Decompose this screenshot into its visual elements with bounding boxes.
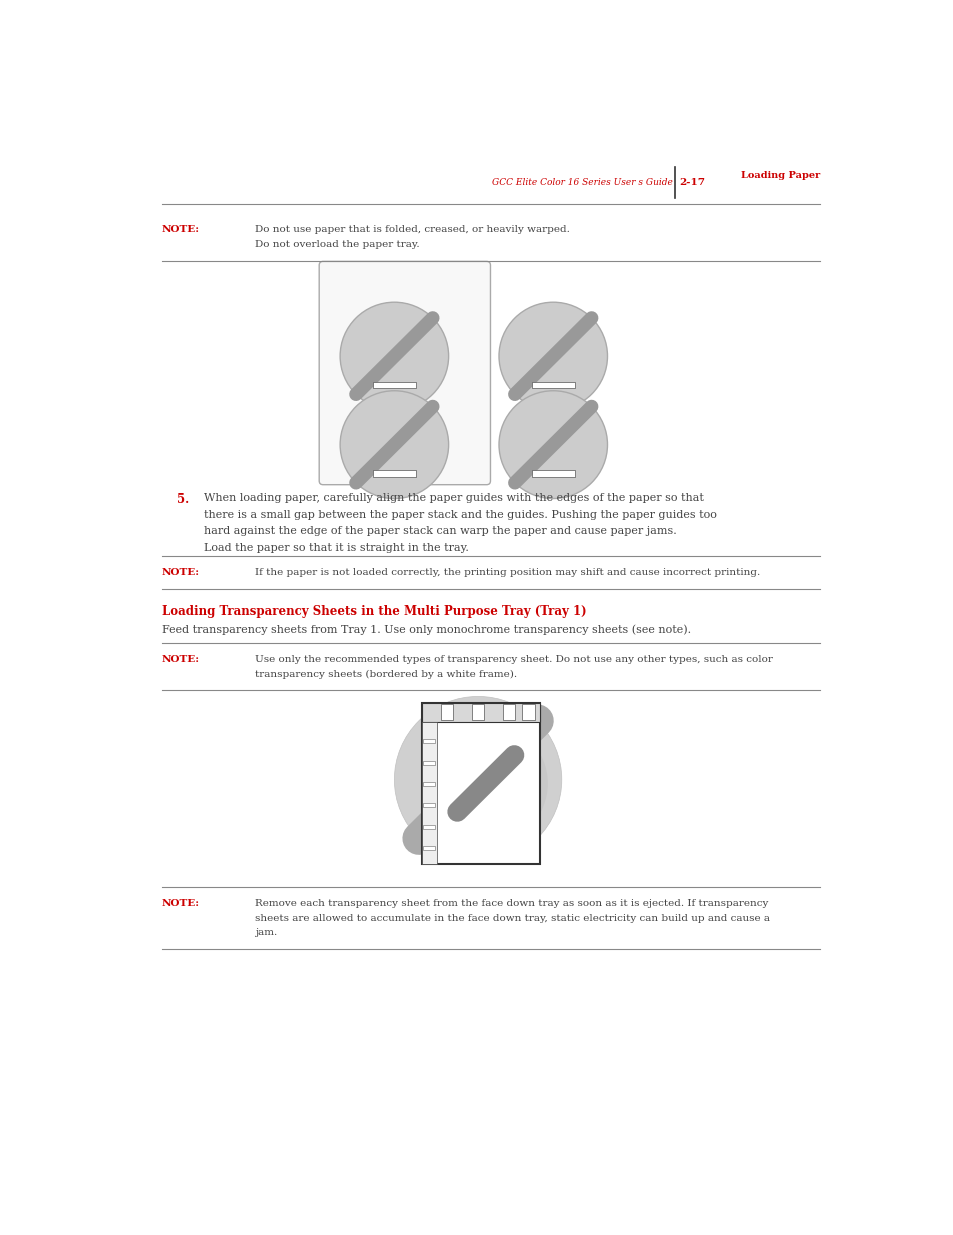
Text: sheets are allowed to accumulate in the face down tray, static electricity can b: sheets are allowed to accumulate in the … xyxy=(254,914,769,923)
Text: 2-17: 2-17 xyxy=(679,178,704,188)
Text: NOTE:: NOTE: xyxy=(162,655,200,664)
Bar xyxy=(422,846,435,850)
Bar xyxy=(373,471,416,477)
Circle shape xyxy=(340,303,448,410)
Text: Loading Transparency Sheets in the Multi Purpose Tray (Tray 1): Loading Transparency Sheets in the Multi… xyxy=(162,605,586,618)
Text: If the paper is not loaded correctly, the printing position may shift and cause : If the paper is not loaded correctly, th… xyxy=(254,568,760,577)
Text: Do not overload the paper tray.: Do not overload the paper tray. xyxy=(254,240,419,248)
Bar xyxy=(422,825,435,829)
Text: Feed transparency sheets from Tray 1. Use only monochrome transparency sheets (s: Feed transparency sheets from Tray 1. Us… xyxy=(162,624,690,635)
Text: hard against the edge of the paper stack can warp the paper and cause paper jams: hard against the edge of the paper stack… xyxy=(204,526,677,536)
Bar xyxy=(472,704,484,720)
Bar xyxy=(422,804,435,808)
Bar xyxy=(440,704,453,720)
Bar xyxy=(422,740,435,743)
Circle shape xyxy=(340,390,448,499)
Bar xyxy=(422,761,435,764)
Bar xyxy=(421,721,436,864)
Text: 5.: 5. xyxy=(177,493,190,506)
Circle shape xyxy=(498,303,607,410)
Circle shape xyxy=(498,390,607,499)
Text: Loading Paper: Loading Paper xyxy=(740,172,819,180)
Circle shape xyxy=(423,721,547,845)
Bar xyxy=(421,703,539,721)
Text: there is a small gap between the paper stack and the guides. Pushing the paper g: there is a small gap between the paper s… xyxy=(204,510,717,520)
Text: Remove each transparency sheet from the face down tray as soon as it is ejected.: Remove each transparency sheet from the … xyxy=(254,899,767,908)
Bar xyxy=(373,382,416,389)
Text: NOTE:: NOTE: xyxy=(162,225,200,235)
Text: Use only the recommended types of transparency sheet. Do not use any other types: Use only the recommended types of transp… xyxy=(254,655,772,664)
Text: NOTE:: NOTE: xyxy=(162,568,200,577)
Bar xyxy=(422,782,435,785)
Text: Do not use paper that is folded, creased, or heavily warped.: Do not use paper that is folded, creased… xyxy=(254,225,569,235)
Bar xyxy=(521,704,534,720)
Text: NOTE:: NOTE: xyxy=(162,899,200,908)
Bar xyxy=(502,704,515,720)
Text: Load the paper so that it is straight in the tray.: Load the paper so that it is straight in… xyxy=(204,543,469,553)
Text: transparency sheets (bordered by a white frame).: transparency sheets (bordered by a white… xyxy=(254,669,517,678)
Bar xyxy=(532,382,574,389)
FancyBboxPatch shape xyxy=(319,262,490,484)
Bar xyxy=(421,703,539,864)
Bar xyxy=(532,471,574,477)
Text: When loading paper, carefully align the paper guides with the edges of the paper: When loading paper, carefully align the … xyxy=(204,493,703,503)
Text: GCC Elite Color 16 Series User s Guide: GCC Elite Color 16 Series User s Guide xyxy=(491,178,672,188)
Text: jam.: jam. xyxy=(254,929,276,937)
Circle shape xyxy=(394,697,561,863)
